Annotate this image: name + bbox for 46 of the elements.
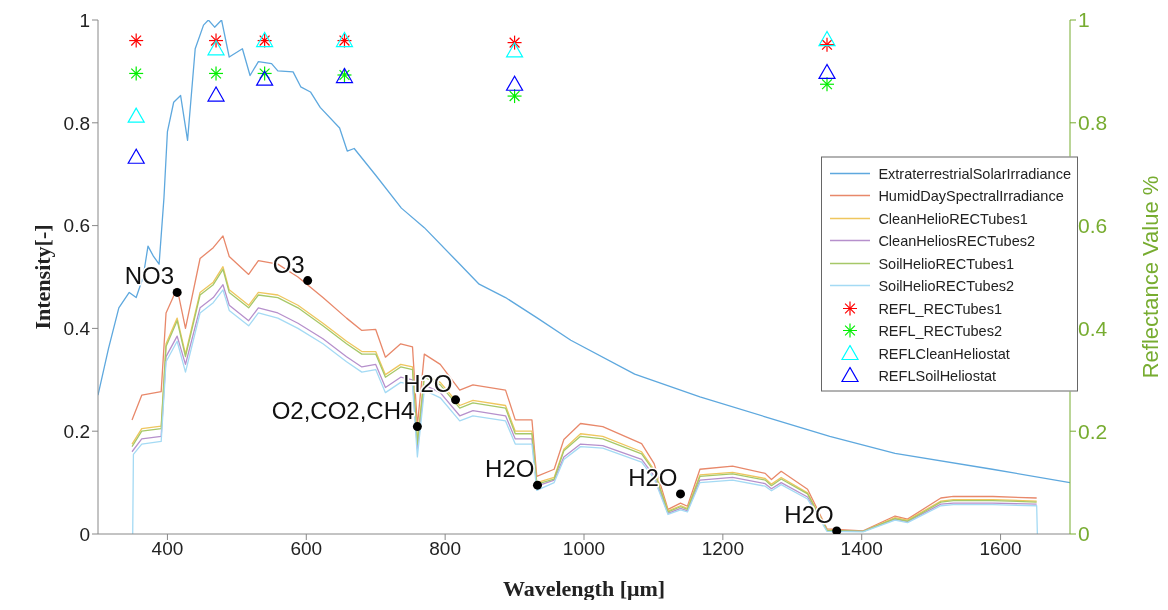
point [818, 63, 836, 80]
y-tick-label: 0.6 [63, 215, 90, 237]
legend-label: CleanHeliosRECTubes2 [878, 232, 1036, 249]
annotation: O3 [272, 250, 305, 278]
y-tick-label: 0.8 [63, 112, 90, 134]
point [818, 30, 836, 47]
y-axis-title: Intensity[-] [29, 224, 55, 330]
y2-axis-title: Reflectance Value % [1137, 175, 1163, 379]
x-tick-label: 800 [429, 538, 461, 560]
y2-tick-label: 0.8 [1078, 111, 1108, 135]
y2-tick-label: 0.2 [1078, 419, 1108, 443]
legend-label: ExtraterrestrialSolarIrradiance [878, 165, 1071, 182]
x-tick-label: 1600 [979, 538, 1022, 560]
y-tick-label: 0.4 [63, 318, 91, 340]
y2-tick-label: 0.6 [1078, 214, 1108, 238]
legend-label: REFL_RECTubes2 [878, 322, 1002, 339]
x-tick-label: 600 [290, 538, 323, 560]
legend-label: HumidDaySpectralIrradiance [878, 187, 1064, 204]
y2-tick-label: 0.4 [1078, 316, 1108, 340]
y2-tick-label: 1 [1078, 8, 1090, 32]
point [505, 75, 524, 91]
x-tick-label: 1200 [701, 538, 744, 560]
line-series [98, 20, 1070, 484]
legend-label: SoilHelioRECTubes2 [878, 277, 1015, 294]
legend-label: REFLSoilHeliostat [878, 367, 997, 384]
y-tick-label: 1 [79, 9, 90, 31]
annotation: H2O [485, 455, 535, 483]
legend-label: CleanHelioRECTubes1 [878, 210, 1028, 227]
x-axis-title: Wavelength [μm] [502, 576, 666, 601]
y2-tick-label: 0 [1078, 522, 1090, 546]
annotation: O2,CO2,CH4 [271, 396, 415, 424]
point [127, 148, 145, 164]
point [256, 70, 274, 86]
annotation: NO3 [124, 262, 175, 290]
point [127, 107, 145, 123]
legend-label: SoilHelioRECTubes1 [878, 255, 1015, 272]
y-tick-label: 0 [79, 523, 90, 545]
y-tick-label: 0.2 [63, 420, 90, 442]
point [505, 42, 524, 58]
legend-label: REFL_RECTubes1 [878, 300, 1002, 317]
point [207, 40, 225, 56]
legend-label: REFLCleanHeliostat [878, 345, 1010, 362]
x-tick-label: 1400 [840, 538, 883, 560]
point [207, 86, 225, 102]
x-tick-label: 400 [151, 538, 184, 560]
x-tick-label: 1000 [562, 538, 606, 560]
